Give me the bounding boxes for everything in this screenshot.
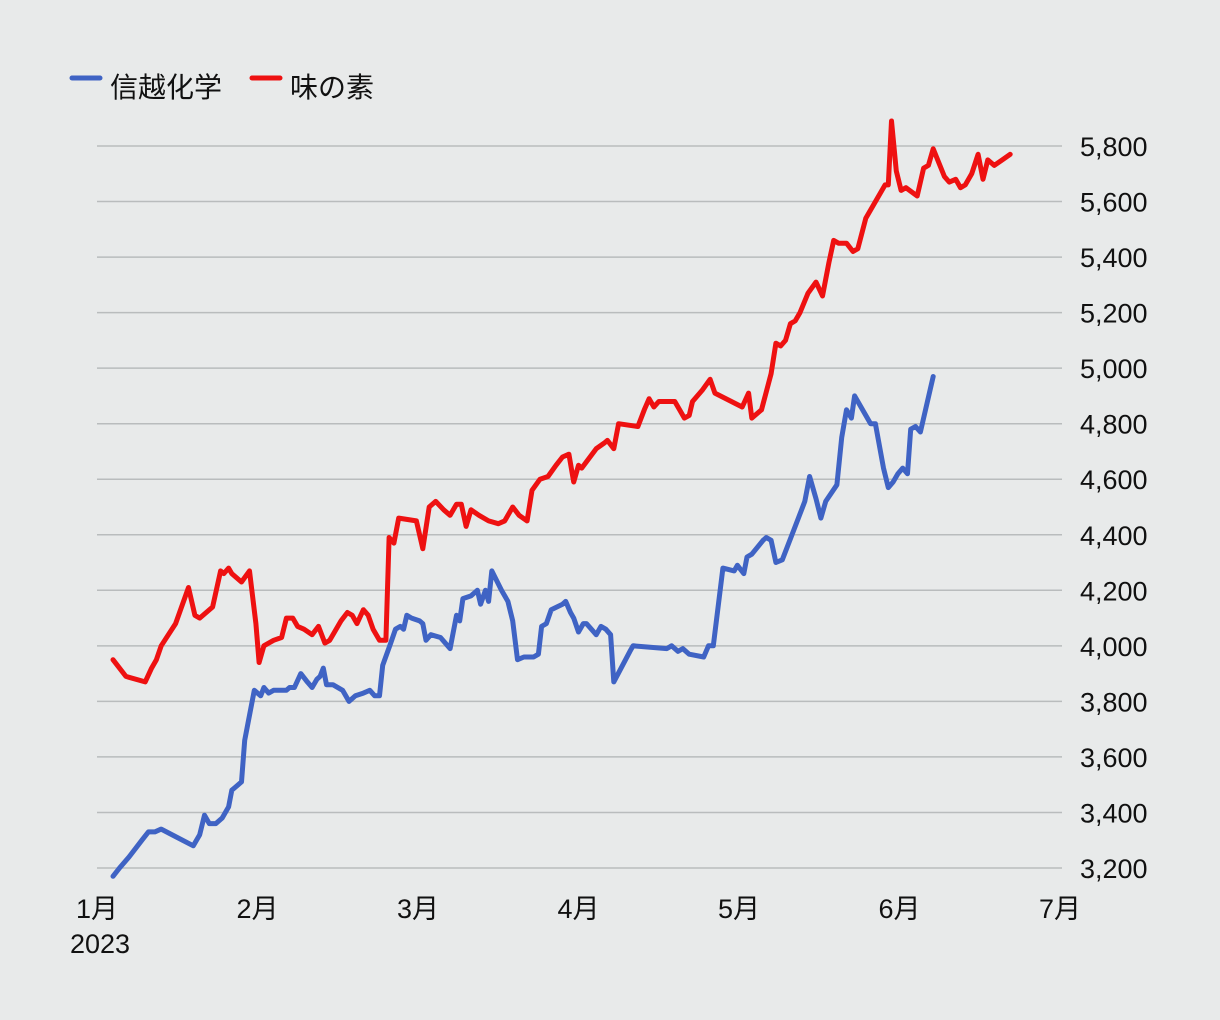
y-tick-label: 4,600 bbox=[1080, 465, 1148, 495]
x-axis-ticks: 1月 2023 2月 3月 4月 5月 6月 7月 bbox=[70, 894, 1081, 959]
series-line-shinetsu bbox=[110, 374, 936, 879]
x-tick-label: 4月 bbox=[557, 894, 599, 924]
x-tick-label: 3月 bbox=[397, 894, 439, 924]
y-tick-label: 5,200 bbox=[1080, 299, 1148, 329]
x-tick-label: 5月 bbox=[718, 894, 760, 924]
y-tick-label: 5,000 bbox=[1080, 354, 1148, 384]
x-tick-label: 1月 bbox=[76, 894, 118, 924]
y-tick-label: 4,200 bbox=[1080, 576, 1148, 606]
legend-label-shinetsu: 信越化学 bbox=[110, 71, 222, 104]
y-tick-label: 3,800 bbox=[1080, 687, 1148, 717]
y-tick-label: 3,200 bbox=[1080, 854, 1148, 884]
y-tick-label: 4,400 bbox=[1080, 521, 1148, 551]
x-tick-label: 2月 bbox=[236, 894, 278, 924]
legend-label-ajinomoto: 味の素 bbox=[290, 71, 374, 104]
y-axis-ticks: 3,200 3,400 3,600 3,800 4,000 4,200 4,400 4,600… bbox=[1080, 132, 1148, 884]
y-tick-label: 5,800 bbox=[1080, 132, 1148, 162]
x-tick-label: 6月 bbox=[878, 894, 920, 924]
x-tick-sublabel: 2023 bbox=[70, 929, 130, 959]
y-tick-label: 4,000 bbox=[1080, 632, 1148, 662]
y-tick-label: 5,600 bbox=[1080, 188, 1148, 218]
y-tick-label: 3,600 bbox=[1080, 743, 1148, 773]
y-tick-label: 4,800 bbox=[1080, 410, 1148, 440]
legend: 信越化学 味の素 bbox=[69, 71, 374, 104]
series-lines bbox=[110, 118, 1013, 879]
series-line-ajinomoto bbox=[110, 118, 1013, 685]
gridlines bbox=[97, 145, 1062, 869]
x-tick-label: 7月 bbox=[1039, 894, 1081, 924]
y-tick-label: 5,400 bbox=[1080, 243, 1148, 273]
y-tick-label: 3,400 bbox=[1080, 798, 1148, 828]
